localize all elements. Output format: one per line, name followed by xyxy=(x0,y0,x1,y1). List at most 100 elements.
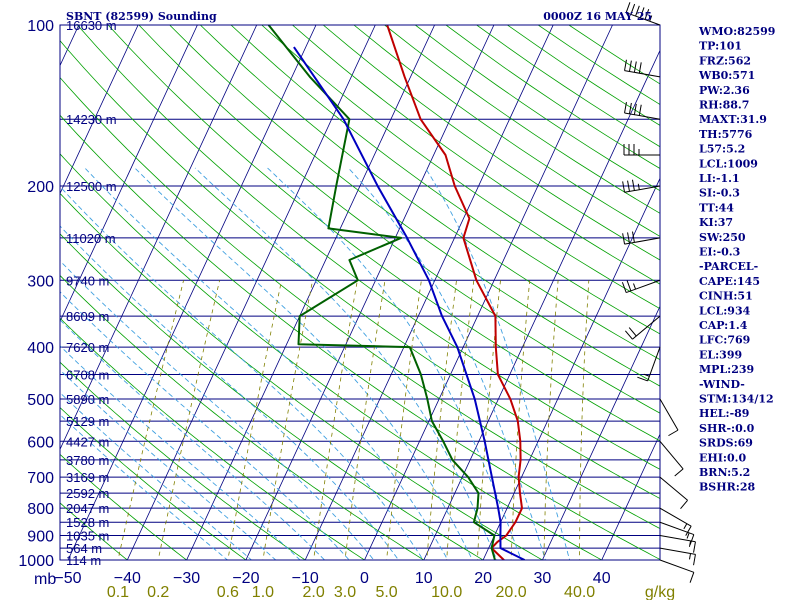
wind-barb-flag xyxy=(674,468,684,477)
isotherm-line xyxy=(60,25,139,195)
mixing-ratio-line xyxy=(157,280,220,560)
dry-adiabat-line xyxy=(230,25,660,335)
wind-barb-flag xyxy=(628,102,632,114)
mixing-ratio-line xyxy=(543,280,559,560)
temperature-tick-label: 40 xyxy=(593,570,611,587)
isotherm-line xyxy=(601,433,660,560)
index-value: BSHR:28 xyxy=(699,481,755,494)
mixing-ratio-unit: g/kg xyxy=(645,584,675,600)
moist-adiabat-line xyxy=(347,167,546,560)
isotherm-line xyxy=(67,25,317,560)
index-value: MPL:239 xyxy=(699,363,754,376)
pressure-tick-label: 400 xyxy=(27,340,54,357)
height-label: 1035 m xyxy=(66,529,109,544)
moist-adiabat-line xyxy=(134,167,473,560)
wind-barb xyxy=(624,59,661,78)
index-value: SI:-0.3 xyxy=(699,187,740,200)
height-label: 5890 m xyxy=(66,392,109,407)
dry-adiabat-line xyxy=(261,25,660,310)
pressure-tick-label: 600 xyxy=(27,434,54,451)
wind-barb xyxy=(623,144,660,156)
index-value: CAPE:145 xyxy=(699,275,760,288)
temperature-tick-label: 20 xyxy=(474,570,492,587)
moist-adiabat-line xyxy=(60,345,301,560)
index-value: FRZ:562 xyxy=(699,54,751,67)
dewpoint-trace xyxy=(267,25,496,560)
wind-barb-flag xyxy=(631,179,635,191)
index-value: WMO:82599 xyxy=(698,25,775,38)
height-label: 5129 m xyxy=(66,414,109,429)
dry-adiabat-line xyxy=(60,192,544,560)
wind-barb-staff xyxy=(624,70,661,78)
pressure-tick-label: 700 xyxy=(27,470,54,487)
wind-barbs xyxy=(621,2,696,583)
pressure-tick-label: 500 xyxy=(27,392,54,409)
temperature-axis: −50 −40 −30 −20 −10 0 10 20 30 40 xyxy=(54,570,610,587)
pressure-tick-label: 900 xyxy=(27,529,54,546)
mixing-ratio-tick-label: 5.0 xyxy=(375,584,397,600)
isotherm-line xyxy=(245,25,495,560)
height-label: 564 m xyxy=(66,541,102,556)
isotherm-line xyxy=(60,25,258,451)
index-value: EI:-0.3 xyxy=(699,246,740,259)
temperature-trace xyxy=(386,25,523,560)
moist-adiabat-line xyxy=(60,319,326,560)
wind-barb xyxy=(659,559,695,583)
wind-barb-flag xyxy=(638,62,642,74)
wind-barb-flag xyxy=(630,3,636,15)
mixing-ratio-line xyxy=(227,280,282,560)
wind-barb-staff xyxy=(659,398,679,431)
wind-barb-flag xyxy=(644,9,650,20)
index-value: -WIND- xyxy=(699,378,745,391)
index-value: LCL:934 xyxy=(699,304,751,317)
isotherm-line xyxy=(60,25,198,323)
wind-barb-half-flag xyxy=(649,15,653,22)
index-value: L57:5.2 xyxy=(699,143,745,156)
wind-barb-half-flag xyxy=(683,523,688,530)
pressure-unit-label: mb xyxy=(34,571,56,588)
wind-barb xyxy=(624,315,661,340)
moist-adiabat-line xyxy=(60,291,350,560)
moist-adiabat-line xyxy=(60,225,400,560)
wind-barb xyxy=(621,279,661,294)
height-label: 11020 m xyxy=(66,231,116,246)
moist-adiabat-line xyxy=(424,167,571,560)
mixing-ratio-tick-label: 2.0 xyxy=(302,584,324,600)
wind-barb xyxy=(659,547,696,566)
wind-barb-flag xyxy=(622,181,626,193)
mixing-ratio-tick-label: 0.6 xyxy=(217,584,239,600)
height-label: 8609 m xyxy=(66,309,109,324)
index-value: PW:2.36 xyxy=(699,84,750,97)
height-label: 12500 m xyxy=(66,179,117,194)
height-label: 2592 m xyxy=(66,486,109,501)
mixing-ratio-tick-label: 20.0 xyxy=(496,584,527,600)
wind-barb xyxy=(624,102,661,120)
dry-adiabat-line xyxy=(60,274,425,560)
index-value: SHR-:0.0 xyxy=(699,422,755,435)
wind-barb-flag xyxy=(639,7,645,18)
dry-adiabat-line xyxy=(77,25,660,470)
wind-barb-flag xyxy=(626,280,632,292)
dry-adiabat-line xyxy=(292,25,660,285)
mixing-ratio-tick-label: 0.2 xyxy=(147,584,169,600)
wind-barb-staff xyxy=(659,476,688,501)
sounding-traces xyxy=(267,25,526,560)
index-value: RH:88.7 xyxy=(699,99,749,112)
wind-barb-half-flag xyxy=(643,373,650,377)
plot-frame xyxy=(59,24,661,561)
wind-barb-flag xyxy=(685,525,692,536)
dry-adiabat-line xyxy=(60,76,660,530)
wind-barb-flag xyxy=(668,429,679,437)
wind-barb xyxy=(625,2,661,26)
height-label: 16630 m xyxy=(66,18,117,33)
mixing-ratio-line xyxy=(386,280,422,560)
moist-adiabat-line xyxy=(60,260,375,560)
index-value: SRDS:69 xyxy=(699,437,753,450)
index-value: EL:399 xyxy=(699,348,742,361)
temperature-tick-label: −30 xyxy=(173,570,200,587)
dry-adiabat-line xyxy=(107,25,660,442)
dry-adiabat-line xyxy=(322,25,660,261)
wind-barb-staff xyxy=(624,112,661,120)
pressure-tick-label: 800 xyxy=(27,501,54,518)
wind-barb-half-flag xyxy=(633,283,637,290)
